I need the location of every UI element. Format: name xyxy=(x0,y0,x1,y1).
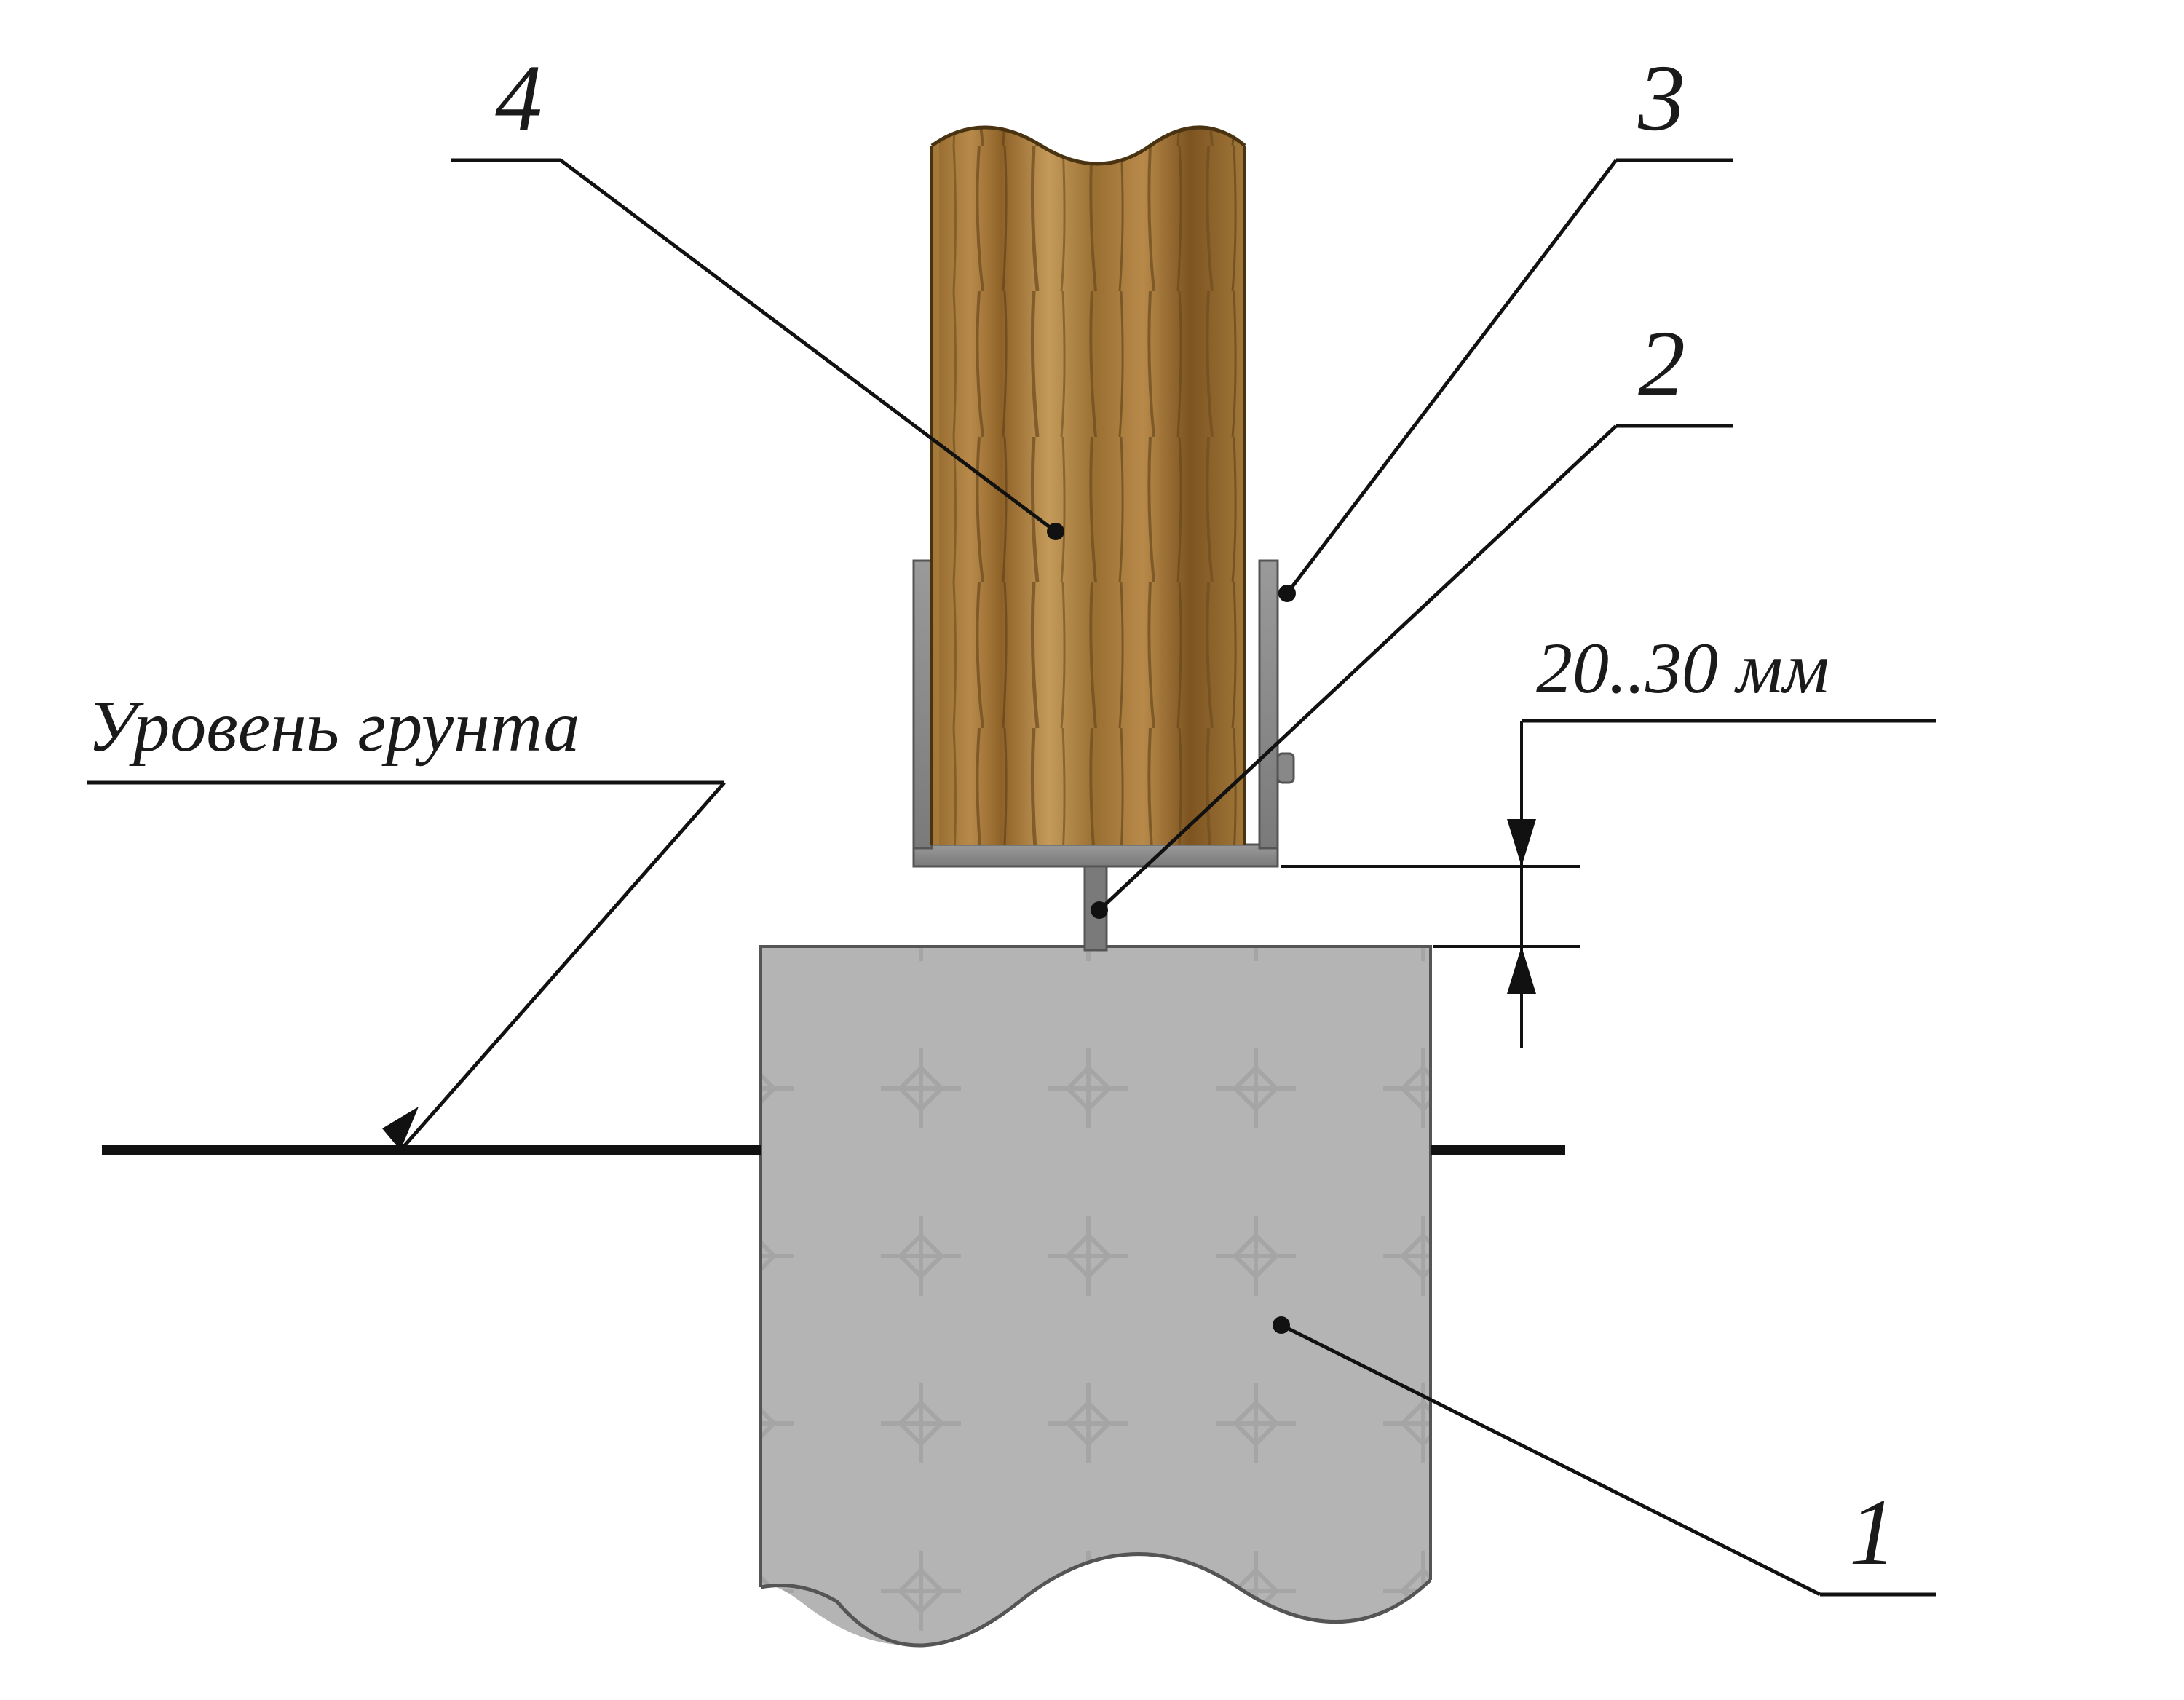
foundation-block xyxy=(761,946,1431,1675)
diagram-svg xyxy=(0,0,2184,1700)
label-callout-4: 4 xyxy=(495,44,542,153)
label-dimension: 20..30 мм xyxy=(1536,626,1829,710)
label-callout-3: 3 xyxy=(1638,44,1685,153)
label-callout-1: 1 xyxy=(1849,1478,1896,1587)
ground-level-callout xyxy=(87,783,724,1150)
label-callout-2: 2 xyxy=(1638,309,1685,419)
label-ground-level: Уровень грунта xyxy=(87,684,579,768)
wood-post xyxy=(932,102,1245,852)
diagram-container: 4 3 2 1 Уровень грунта 20..30 мм xyxy=(0,0,2184,1700)
